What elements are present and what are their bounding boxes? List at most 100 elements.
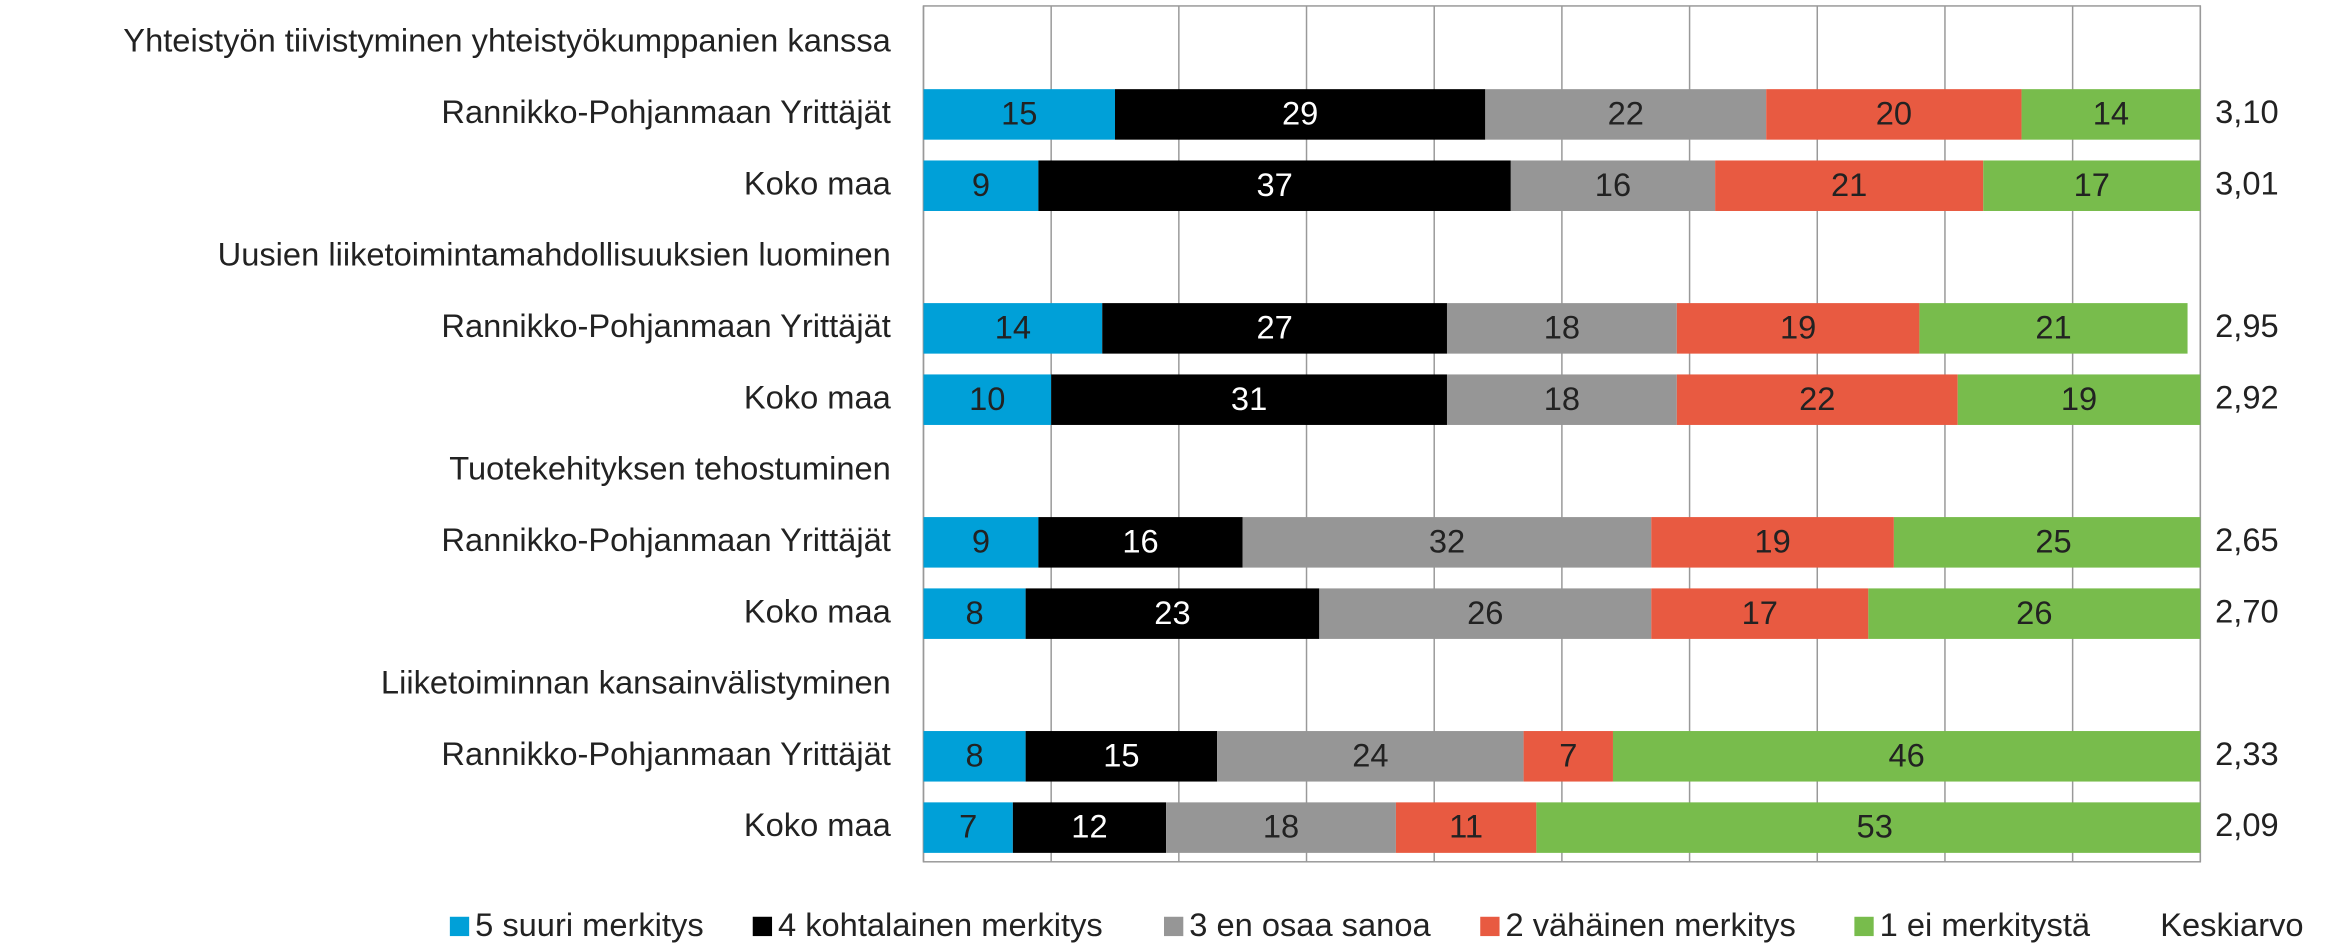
data-label: 9 bbox=[972, 522, 990, 559]
bar-segment bbox=[1242, 517, 1652, 568]
bar-segment bbox=[1766, 89, 2022, 140]
data-label: 21 bbox=[1831, 166, 1867, 203]
bar-segment bbox=[1485, 89, 1767, 140]
y-tick-label: Koko maa bbox=[744, 806, 892, 843]
data-label: 17 bbox=[1742, 594, 1778, 631]
bar-segment bbox=[1868, 588, 2201, 639]
data-label: 32 bbox=[1429, 522, 1465, 559]
bar-segment bbox=[923, 588, 1026, 639]
bar-segment bbox=[923, 517, 1039, 568]
data-label: 8 bbox=[965, 594, 983, 631]
y-tick-label: Yhteistyön tiivistyminen yhteistyökumppa… bbox=[123, 22, 891, 59]
bar-segment bbox=[1217, 731, 1524, 782]
legend-label: 2 vähäinen merkitys bbox=[1505, 906, 1795, 943]
bar-segment bbox=[1038, 160, 1511, 211]
data-label: 7 bbox=[1559, 736, 1577, 773]
legend-swatch bbox=[1854, 916, 1874, 937]
mean-label: 2,65 bbox=[2215, 521, 2279, 558]
bar-segment bbox=[1025, 588, 1320, 639]
data-label: 18 bbox=[1544, 308, 1580, 345]
data-label: 7 bbox=[959, 808, 977, 845]
bar-segment bbox=[1510, 160, 1716, 211]
mean-label: 3,10 bbox=[2215, 93, 2279, 130]
y-tick-label: Tuotekehityksen tehostuminen bbox=[449, 450, 891, 487]
legend-label: Keskiarvo bbox=[2160, 906, 2303, 943]
data-label: 18 bbox=[1544, 380, 1580, 417]
legend-label: 4 kohtalainen merkitys bbox=[778, 906, 1103, 943]
data-label: 29 bbox=[1282, 95, 1318, 132]
bar-segment bbox=[923, 802, 1013, 853]
data-label: 9 bbox=[972, 166, 990, 203]
bar-segment bbox=[1319, 588, 1652, 639]
bar-segment bbox=[923, 303, 1103, 354]
data-label: 12 bbox=[1071, 808, 1107, 845]
data-label: 15 bbox=[1001, 95, 1037, 132]
bar-segment bbox=[1651, 517, 1894, 568]
mean-label: 2,92 bbox=[2215, 378, 2279, 415]
bar-segment bbox=[1523, 731, 1613, 782]
bar-segment bbox=[923, 731, 1026, 782]
data-label: 23 bbox=[1154, 594, 1190, 631]
data-label: 24 bbox=[1352, 736, 1388, 773]
bar-segment bbox=[1536, 802, 2201, 853]
bar-segment bbox=[2021, 89, 2201, 140]
mean-label: 2,95 bbox=[2215, 307, 2279, 344]
legend-swatch bbox=[1480, 916, 1500, 937]
data-label: 10 bbox=[969, 380, 1005, 417]
data-label: 22 bbox=[1799, 380, 1835, 417]
bar-segment bbox=[1957, 374, 2201, 425]
bar-segment bbox=[1166, 802, 1396, 853]
y-tick-label: Rannikko-Pohjanmaan Yrittäjät bbox=[441, 307, 890, 344]
legend-swatch bbox=[1164, 916, 1184, 937]
mean-label: 2,70 bbox=[2215, 592, 2279, 629]
data-label: 20 bbox=[1876, 95, 1912, 132]
data-label: 19 bbox=[1780, 308, 1816, 345]
y-tick-label: Rannikko-Pohjanmaan Yrittäjät bbox=[441, 735, 890, 772]
data-label: 15 bbox=[1103, 736, 1139, 773]
bar-segment bbox=[1038, 517, 1243, 568]
bar-segment bbox=[923, 160, 1039, 211]
data-label: 8 bbox=[965, 736, 983, 773]
y-tick-label: Koko maa bbox=[744, 378, 892, 415]
bar-segment bbox=[1651, 588, 1869, 639]
bar-segment bbox=[1115, 89, 1486, 140]
legend-swatch bbox=[752, 916, 773, 937]
legend-swatch bbox=[449, 916, 470, 937]
data-label: 26 bbox=[2016, 594, 2052, 631]
data-label: 27 bbox=[1256, 308, 1292, 345]
legend-label: 3 en osaa sanoa bbox=[1189, 906, 1431, 943]
bar-segment bbox=[1676, 374, 1958, 425]
bar-segment bbox=[1395, 802, 1537, 853]
bar-segment bbox=[923, 374, 1052, 425]
data-label: 26 bbox=[1467, 594, 1503, 631]
bar-segment bbox=[1102, 303, 1447, 354]
bar-segment bbox=[1446, 303, 1677, 354]
data-label: 16 bbox=[1595, 166, 1631, 203]
mean-label: 2,09 bbox=[2215, 806, 2279, 843]
bar-segment bbox=[1919, 303, 2188, 354]
data-label: 25 bbox=[2035, 522, 2071, 559]
data-label: 14 bbox=[995, 308, 1031, 345]
y-tick-label: Uusien liiketoimintamahdollisuuksien luo… bbox=[218, 236, 891, 273]
y-tick-label: Rannikko-Pohjanmaan Yrittäjät bbox=[441, 521, 890, 558]
data-label: 19 bbox=[1754, 522, 1790, 559]
y-tick-label: Koko maa bbox=[744, 164, 892, 201]
data-label: 46 bbox=[1888, 736, 1924, 773]
data-label: 37 bbox=[1256, 166, 1292, 203]
bar-segment bbox=[1012, 802, 1167, 853]
data-label: 19 bbox=[2061, 380, 2097, 417]
data-label: 21 bbox=[2035, 308, 2071, 345]
data-label: 53 bbox=[1857, 808, 1893, 845]
data-label: 14 bbox=[2093, 95, 2129, 132]
y-tick-label: Liiketoiminnan kansainvälistyminen bbox=[381, 664, 891, 701]
bar-segment bbox=[1983, 160, 2201, 211]
legend-label: 5 suuri merkitys bbox=[475, 906, 704, 943]
legend-label: 1 ei merkitystä bbox=[1880, 906, 2091, 943]
data-label: 17 bbox=[2074, 166, 2110, 203]
y-tick-label: Koko maa bbox=[744, 592, 892, 629]
bar-segment bbox=[1446, 374, 1677, 425]
data-label: 22 bbox=[1608, 95, 1644, 132]
data-label: 11 bbox=[1449, 808, 1483, 845]
y-tick-label: Rannikko-Pohjanmaan Yrittäjät bbox=[441, 93, 890, 130]
